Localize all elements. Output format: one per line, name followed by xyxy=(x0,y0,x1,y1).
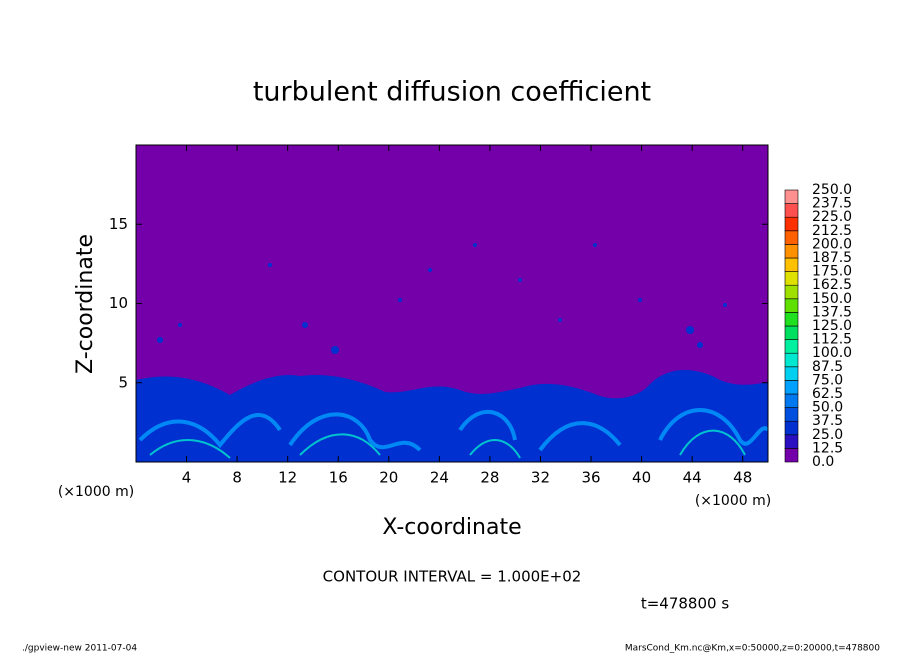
colorbar-box xyxy=(784,434,799,449)
eddies xyxy=(138,408,768,452)
y-unit: (×1000 m) xyxy=(58,484,134,500)
colorbar-label: 50.0 xyxy=(812,400,843,416)
colorbar-label: 212.5 xyxy=(812,223,852,239)
colorbar-box xyxy=(784,203,799,218)
colorbar-box xyxy=(784,393,799,408)
time-label: t=478800 s xyxy=(641,595,729,613)
colorbar-box xyxy=(784,380,799,395)
colorbar-box xyxy=(784,189,799,204)
colorbar-box xyxy=(784,366,799,381)
colorbar-box xyxy=(784,352,799,368)
x-tick-label: 48 xyxy=(733,469,752,487)
colorbar-label: 100.0 xyxy=(812,345,852,361)
colorbar-label: 200.0 xyxy=(812,236,852,252)
x-tick-label: 44 xyxy=(683,469,702,487)
colorbar-label: 62.5 xyxy=(812,386,843,402)
x-tick-label: 16 xyxy=(329,469,348,487)
colorbar-box xyxy=(784,216,799,232)
colorbar-box xyxy=(784,312,799,327)
colorbar-box xyxy=(784,284,799,300)
colorbar-label: 87.5 xyxy=(812,359,843,375)
colorbar-label: 37.5 xyxy=(812,413,843,429)
colorbar-box xyxy=(784,298,799,313)
x-tick-label: 8 xyxy=(232,469,242,487)
x-tick-label: 4 xyxy=(182,469,192,487)
footer-left: ./gpview-new 2011-07-04 xyxy=(22,644,137,654)
x-tick-label: 20 xyxy=(379,469,398,487)
chart-title: turbulent diffusion coefficient xyxy=(253,77,651,108)
colorbar-label: 237.5 xyxy=(812,196,852,212)
x-tick-label: 40 xyxy=(632,469,651,487)
colorbar-label: 175.0 xyxy=(812,264,852,280)
colorbar-box xyxy=(784,230,799,245)
colorbar-label: 25.0 xyxy=(812,427,843,443)
colorbar-box xyxy=(784,448,799,463)
y-tick-label: 15 xyxy=(109,215,128,233)
colorbar-label: 137.5 xyxy=(812,304,852,320)
x-axis-label: X-coordinate xyxy=(382,515,521,540)
colorbar-label: 12.5 xyxy=(812,440,843,456)
x-tick-label: 36 xyxy=(581,469,600,487)
x-tick-label: 24 xyxy=(430,469,449,487)
scattered-eddies xyxy=(157,243,727,354)
contour-note: CONTOUR INTERVAL = 1.000E+02 xyxy=(323,568,582,586)
colorbar-box xyxy=(784,271,799,286)
colorbar-label: 162.5 xyxy=(812,277,852,293)
colorbar-box xyxy=(784,407,799,422)
colorbar-box xyxy=(784,257,799,272)
y-axis-label: Z-coordinate xyxy=(73,234,98,374)
x-tick-label: 28 xyxy=(480,469,499,487)
colorbar-label: 0.0 xyxy=(812,454,834,470)
colorbar-label: 187.5 xyxy=(812,250,852,266)
field xyxy=(136,243,768,462)
colorbar-label: 125.0 xyxy=(812,318,852,334)
colorbar-box xyxy=(784,420,799,436)
x-tick-label: 12 xyxy=(278,469,297,487)
colorbar-label: 225.0 xyxy=(812,209,852,225)
colorbar-label: 112.5 xyxy=(812,332,852,348)
colorbar-box xyxy=(784,339,799,354)
eddy-cores xyxy=(149,429,746,459)
colorbar-label: 75.0 xyxy=(812,372,843,388)
x-tick-label: 32 xyxy=(531,469,550,487)
footer-right: MarsCond_Km.nc@Km,x=0:50000,z=0:20000,t=… xyxy=(625,644,880,654)
y-tick-label: 10 xyxy=(109,294,128,312)
y-tick-label: 5 xyxy=(118,373,128,391)
colorbar-label: 250.0 xyxy=(812,182,852,198)
colorbar-box xyxy=(784,325,799,340)
colorbar-label: 150.0 xyxy=(812,291,852,307)
colorbar-box xyxy=(784,244,799,259)
x-unit: (×1000 m) xyxy=(695,493,771,509)
